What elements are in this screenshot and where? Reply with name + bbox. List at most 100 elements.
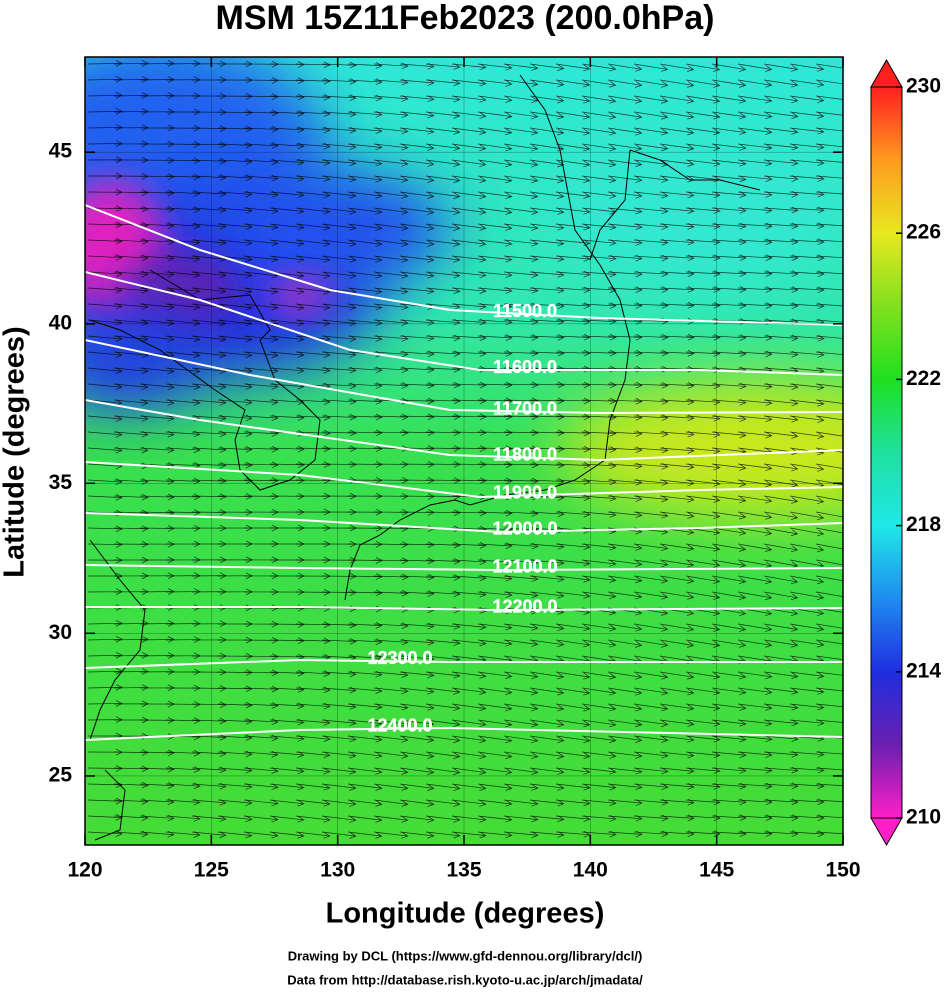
wind-arrow xyxy=(815,479,843,488)
wind-arrow xyxy=(763,431,799,439)
wind-arrow xyxy=(555,397,591,405)
wind-arrow xyxy=(659,398,695,405)
wind-arrow xyxy=(815,719,843,723)
wind-arrow xyxy=(789,270,825,277)
wind-arrow xyxy=(633,623,669,632)
wind-arrow xyxy=(87,525,123,533)
wind-arrow xyxy=(737,687,773,695)
wind-arrow xyxy=(581,671,617,680)
x-axis-label: Longitude (degrees) xyxy=(326,898,605,930)
wind-arrow xyxy=(295,751,331,759)
wind-arrow xyxy=(321,271,357,279)
wind-arrow xyxy=(295,653,331,661)
wind-arrow xyxy=(347,719,383,727)
wind-arrow xyxy=(815,575,843,584)
wind-arrow xyxy=(685,159,721,167)
wind-arrow xyxy=(503,751,539,760)
wind-arrow xyxy=(243,718,279,725)
wind-arrow xyxy=(347,767,383,775)
wind-arrow xyxy=(789,575,825,585)
wind-arrow xyxy=(633,767,669,775)
wind-arrow xyxy=(399,783,435,791)
wind-arrow xyxy=(295,61,331,69)
wind-arrow xyxy=(711,159,747,167)
wind-arrow xyxy=(529,815,565,823)
wind-arrow xyxy=(425,429,461,436)
wind-arrow xyxy=(581,397,617,405)
wind-arrow xyxy=(399,95,435,103)
wind-arrow xyxy=(477,671,513,680)
wind-arrow xyxy=(425,397,461,405)
wind-arrow xyxy=(217,701,253,709)
wind-arrow xyxy=(295,621,331,628)
wind-arrow xyxy=(607,735,643,743)
wind-arrow xyxy=(555,143,591,152)
wind-arrow xyxy=(347,271,383,279)
wind-arrow xyxy=(321,255,357,263)
wind-arrow xyxy=(581,703,617,712)
wind-arrow xyxy=(139,92,175,99)
wind-arrow xyxy=(113,636,149,643)
wind-arrow xyxy=(685,254,721,262)
wind-arrow xyxy=(555,191,591,199)
wind-arrow xyxy=(477,687,513,696)
wind-arrow xyxy=(815,783,843,787)
wind-arrow xyxy=(633,719,669,728)
wind-arrow xyxy=(815,287,843,291)
wind-arrow xyxy=(165,766,201,773)
wind-arrow xyxy=(815,367,843,372)
wind-arrow xyxy=(503,831,539,838)
wind-arrow xyxy=(347,78,383,86)
wind-arrow xyxy=(399,573,435,581)
wind-arrow xyxy=(243,255,279,263)
wind-arrow xyxy=(841,63,843,65)
wind-arrow xyxy=(425,239,461,247)
wind-arrow xyxy=(399,671,435,679)
wind-arrow xyxy=(347,191,383,199)
wind-arrow xyxy=(529,783,565,791)
wind-arrow xyxy=(737,479,773,488)
wind-arrow xyxy=(737,415,773,423)
wind-arrow xyxy=(191,701,227,708)
wind-arrow xyxy=(503,815,539,823)
wind-arrow xyxy=(607,191,643,199)
wind-arrow xyxy=(737,814,773,821)
wind-arrow xyxy=(815,655,843,660)
wind-arrow xyxy=(347,287,383,295)
wind-arrow xyxy=(633,333,669,341)
wind-arrow xyxy=(399,111,435,119)
wind-arrow xyxy=(789,159,825,166)
wind-arrow xyxy=(399,381,435,389)
wind-arrow xyxy=(321,191,357,199)
wind-arrow xyxy=(191,351,227,359)
contour-line xyxy=(85,564,843,572)
wind-arrow xyxy=(165,206,201,213)
wind-arrow xyxy=(607,511,643,519)
wind-arrow xyxy=(763,159,799,167)
wind-arrow xyxy=(815,687,843,692)
wind-arrow xyxy=(399,271,435,279)
wind-arrow xyxy=(581,413,617,421)
wind-arrow xyxy=(763,127,799,135)
wind-arrow xyxy=(243,207,279,214)
wind-arrow xyxy=(503,799,539,807)
wind-arrow xyxy=(165,620,201,627)
wind-arrow xyxy=(373,589,409,597)
wind-arrow xyxy=(295,414,331,421)
wind-arrow xyxy=(581,462,617,469)
wind-arrow xyxy=(711,334,747,341)
wind-arrow xyxy=(763,703,799,711)
wind-arrow xyxy=(139,367,175,375)
wind-arrow xyxy=(217,461,253,469)
colorbar-extension xyxy=(870,58,903,88)
wind-arrow xyxy=(477,159,513,168)
wind-arrow xyxy=(815,559,843,568)
wind-arrow xyxy=(685,334,721,341)
wind-arrow xyxy=(711,559,747,568)
wind-arrow xyxy=(269,223,305,231)
wind-arrow xyxy=(477,271,513,279)
wind-arrow xyxy=(451,831,487,839)
wind-arrow xyxy=(451,783,487,791)
wind-arrow xyxy=(243,367,279,374)
